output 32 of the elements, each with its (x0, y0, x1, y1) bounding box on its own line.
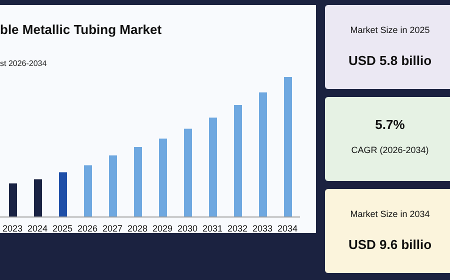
bar (9, 183, 17, 217)
x-tick-label: 2025 (52, 223, 73, 234)
bar (159, 138, 167, 217)
bar (59, 172, 67, 217)
bar (109, 155, 117, 217)
text: Market Size in 2025 (349, 25, 431, 35)
x-tick-label: 2029 (152, 223, 173, 234)
bar (209, 118, 217, 217)
text: CAGR (2026-2034) (350, 145, 430, 155)
chart-title: ble Metallic Tubing Market (0, 22, 162, 37)
x-tick-label: 2031 (202, 223, 223, 234)
x-tick-label: 2033 (252, 223, 273, 234)
x-tick-label: 2026 (77, 223, 98, 234)
x-tick-label: 2024 (27, 223, 48, 234)
text: 5.7% (374, 117, 406, 132)
x-tick-label: 2030 (177, 223, 198, 234)
x-tick-label: 2028 (127, 223, 148, 234)
bar (259, 92, 267, 217)
text: USD 5.8 billio (347, 53, 433, 68)
bar (184, 128, 192, 217)
chart-subtitle: st 2026-2034 (0, 59, 47, 68)
x-tick-label: 2023 (2, 223, 23, 234)
bar (134, 147, 142, 217)
text: USD 9.6 billio (347, 237, 433, 252)
bar (234, 105, 242, 217)
text: Market Size in 2034 (349, 209, 431, 219)
x-tick-label: 2034 (277, 223, 298, 234)
bar (84, 165, 92, 217)
x-tick-label: 2032 (227, 223, 248, 234)
bar (284, 77, 292, 217)
bar (34, 179, 42, 217)
x-tick-label: 2027 (102, 223, 123, 234)
